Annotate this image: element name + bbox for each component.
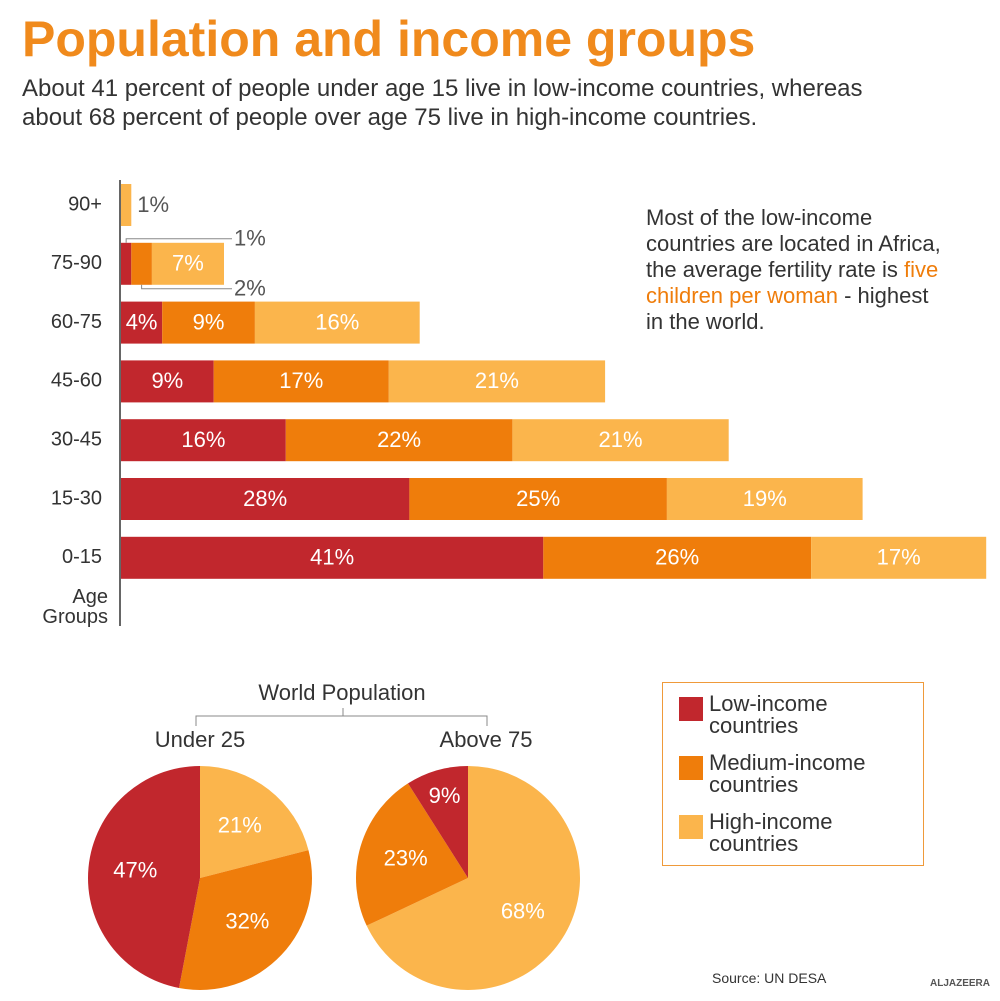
pie-slice	[407, 766, 468, 878]
data-label: 2%	[234, 276, 266, 301]
bar-segment	[254, 301, 420, 344]
bar-segment	[121, 360, 214, 403]
data-label: 9%	[429, 783, 461, 808]
data-label: 19%	[743, 486, 787, 511]
data-label: 16%	[181, 427, 225, 452]
title: Population and income groups	[22, 11, 756, 67]
bar-segment	[213, 360, 389, 403]
data-label: 23%	[384, 846, 428, 871]
data-label: 9%	[151, 368, 183, 393]
legend-item: Low-income countries	[679, 693, 919, 743]
bar-segment	[543, 536, 812, 579]
data-label: 16%	[315, 309, 359, 334]
pie-slice	[200, 766, 309, 878]
bar-segment	[512, 419, 729, 462]
legend-label: Low-income countries	[709, 691, 828, 738]
data-label: 32%	[225, 908, 269, 933]
bar-segment	[121, 184, 132, 226]
pie-slice	[87, 766, 200, 989]
data-label: 21%	[599, 427, 643, 452]
legend-item: High-income countries	[679, 811, 919, 861]
legend-swatch	[679, 815, 703, 839]
pie-slice	[356, 783, 468, 926]
bar-segment	[388, 360, 606, 403]
bar-segment	[131, 242, 152, 285]
legend-item: Medium-income countries	[679, 752, 919, 802]
bar-segment	[409, 478, 667, 520]
data-label: 41%	[310, 545, 354, 570]
bar-segment	[162, 301, 255, 344]
pies-title: World Population	[258, 680, 426, 705]
data-label: 4%	[126, 309, 158, 334]
data-label: 1%	[137, 192, 169, 217]
bar-segment	[121, 301, 163, 344]
data-label: 68%	[501, 899, 545, 924]
annotation: Most of the low-income countries are loc…	[646, 205, 946, 335]
annotation-text: Most of the low-income countries are loc…	[646, 205, 941, 282]
legend: Low-income countries Medium-income countr…	[662, 682, 924, 866]
data-label: 1%	[234, 226, 266, 251]
data-label: 47%	[113, 858, 157, 883]
data-label: 9%	[193, 309, 225, 334]
data-label: 21%	[218, 812, 262, 837]
logo: ALJAZEERA	[930, 978, 991, 989]
leader-line	[141, 284, 232, 290]
legend-label: Medium-income countries	[709, 750, 866, 797]
y-axis-label: Age Groups	[42, 586, 108, 628]
annotation-highlight: five children per woman	[646, 257, 939, 308]
y-tick-label: 0-15	[62, 546, 102, 568]
pie-slice	[366, 766, 581, 990]
pie-title: Above 75	[439, 727, 533, 752]
bar-segment	[121, 419, 286, 462]
y-tick-label: 75-90	[51, 252, 102, 274]
bar-segment	[666, 478, 863, 520]
bar-segment	[285, 419, 513, 462]
legend-swatch	[679, 697, 703, 721]
subtitle: About 41 percent of people under age 15 …	[22, 75, 863, 131]
data-label: 25%	[516, 486, 560, 511]
data-label: 28%	[243, 486, 287, 511]
y-tick-label: 60-75	[51, 311, 102, 333]
data-label: 22%	[377, 427, 421, 452]
data-label: 17%	[279, 368, 323, 393]
bar-segment	[121, 536, 544, 579]
y-tick-label: 45-60	[51, 370, 102, 392]
bar-segment	[151, 242, 224, 285]
data-label: 17%	[877, 545, 921, 570]
data-label: 7%	[172, 251, 204, 276]
bar-segment	[121, 478, 410, 520]
bar-segment	[121, 242, 132, 285]
bracket	[195, 715, 488, 726]
y-tick-label: 30-45	[51, 428, 102, 450]
y-tick-label: 15-30	[51, 487, 102, 509]
y-tick-label: 90+	[68, 193, 102, 215]
data-label: 26%	[655, 545, 699, 570]
bar-segment	[811, 536, 987, 579]
legend-swatch	[679, 756, 703, 780]
annotation-text: - highest in the world.	[646, 283, 929, 334]
pie-slice	[179, 850, 313, 990]
source: Source: UN DESA	[712, 970, 827, 986]
data-label: 21%	[475, 368, 519, 393]
leader-line	[125, 238, 232, 243]
legend-label: High-income countries	[709, 809, 833, 856]
pie-title: Under 25	[154, 727, 246, 752]
